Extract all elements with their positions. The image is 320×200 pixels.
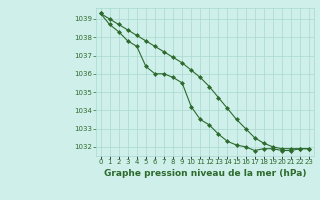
X-axis label: Graphe pression niveau de la mer (hPa): Graphe pression niveau de la mer (hPa) (104, 169, 306, 178)
